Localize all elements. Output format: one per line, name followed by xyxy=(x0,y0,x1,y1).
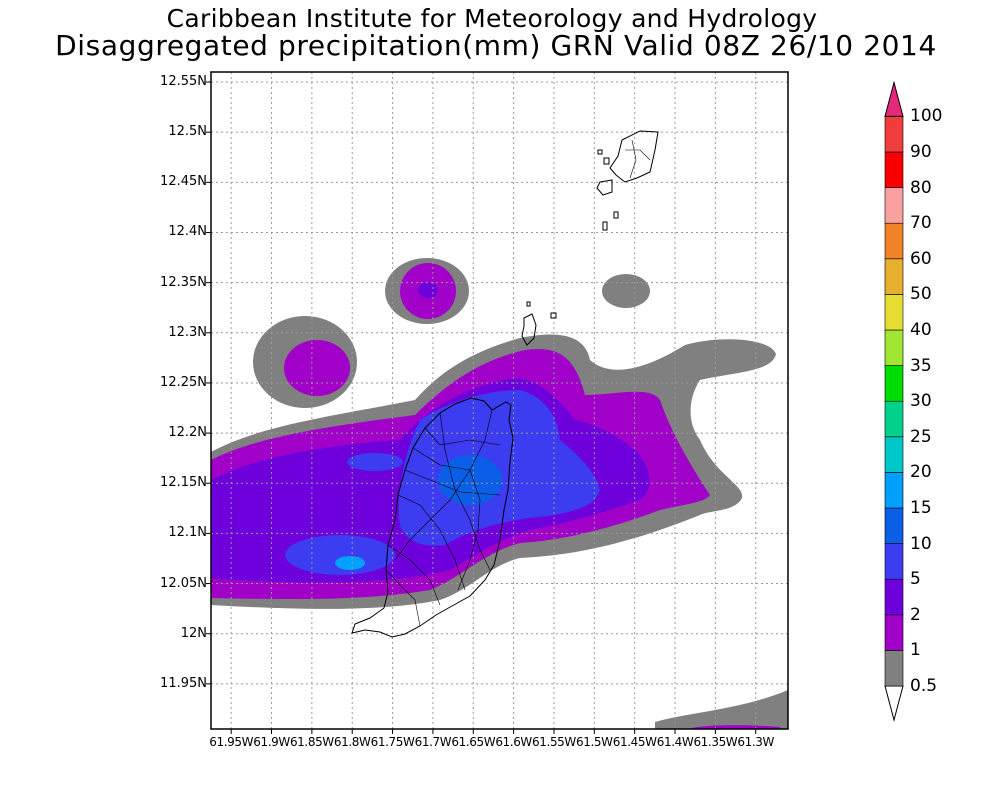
colorbar-swatch xyxy=(884,258,904,295)
plot-frame xyxy=(210,71,789,730)
precip-15mm-band xyxy=(335,556,365,570)
colorbar-swatch xyxy=(884,507,904,544)
lat-tick-label: 12.05N xyxy=(160,575,207,591)
lon-tick-label: 61.7W xyxy=(414,735,452,749)
lon-tick-label: 61.5W xyxy=(576,735,613,749)
colorbar-label: 90 xyxy=(910,142,932,162)
lat-tick-label: 12.1N xyxy=(168,525,207,541)
colorbar-swatch xyxy=(884,187,904,224)
lon-tick-label: 61.95W xyxy=(209,735,254,749)
colorbar xyxy=(884,80,904,722)
lon-tick-label: 61.45W xyxy=(612,735,657,749)
lon-tick-label: 61.65W xyxy=(451,735,496,749)
colorbar-label: 5 xyxy=(910,569,921,590)
lon-tick-label: 61.4W xyxy=(656,735,694,749)
colorbar-label: 20 xyxy=(910,462,932,483)
lat-tick-label: 12N xyxy=(180,625,207,641)
coastline xyxy=(351,130,659,638)
colorbar-swatch xyxy=(884,151,904,188)
colorbar-label: 50 xyxy=(910,284,932,305)
lat-tick-label: 12.35N xyxy=(160,274,207,290)
precip-5mm-band xyxy=(285,390,600,575)
lat-tick-label: 12.25N xyxy=(160,374,207,390)
lon-tick-label: 61.6W xyxy=(495,735,532,749)
colorbar-label: 70 xyxy=(910,213,932,234)
colorbar-swatch xyxy=(884,614,904,651)
colorbar-swatch xyxy=(884,294,904,331)
colorbar-swatch xyxy=(884,472,904,509)
lat-tick-label: 12.5N xyxy=(168,124,207,140)
colorbar-label: 30 xyxy=(910,391,932,412)
lon-tick-label: 61.8W xyxy=(333,735,371,749)
lon-tick-label: 61.85W xyxy=(289,735,334,749)
lat-tick-label: 12.45N xyxy=(160,174,207,190)
colorbar-swatch xyxy=(884,543,904,580)
colorbar-swatch xyxy=(884,116,904,153)
precip-10mm-band xyxy=(438,455,502,505)
colorbar-label: 15 xyxy=(910,498,932,518)
colorbar-swatch xyxy=(884,329,904,366)
colorbar-label: 60 xyxy=(910,248,932,269)
precip-field xyxy=(211,258,788,729)
colorbar-label: 1 xyxy=(910,640,921,661)
colorbar-label: 25 xyxy=(910,426,932,447)
colorbar-label: 0.5 xyxy=(910,676,938,696)
lat-tick-label: 11.95N xyxy=(160,675,207,691)
colorbar-swatch xyxy=(884,436,904,473)
colorbar-upper-extension xyxy=(884,80,904,117)
lon-tick-label: 61.55W xyxy=(532,735,576,749)
lat-tick-label: 12.55N xyxy=(160,74,207,90)
lon-tick-label: 61.35W xyxy=(693,735,738,749)
lon-tick-label: 61.3W xyxy=(737,735,775,749)
lat-tick-label: 12.3N xyxy=(168,324,207,340)
axis-ticks xyxy=(206,81,757,734)
colorbar-swatch xyxy=(884,400,904,438)
colorbar-label: 40 xyxy=(910,320,932,340)
colorbar-swatch xyxy=(884,365,904,402)
colorbar-label: 35 xyxy=(910,355,932,376)
colorbar-label: 10 xyxy=(910,533,932,554)
colorbar-label: 2 xyxy=(910,604,921,625)
chart-title: Caribbean Institute for Meteorology and … xyxy=(166,4,818,33)
colorbar-swatch xyxy=(884,650,904,687)
colorbar-lower-extension xyxy=(884,685,904,722)
lon-tick-label: 61.75W xyxy=(370,735,415,749)
colorbar-swatch xyxy=(884,578,904,616)
lon-tick-label: 61.9W xyxy=(253,735,290,749)
lat-tick-label: 12.15N xyxy=(160,475,207,491)
lat-tick-label: 12.4N xyxy=(168,224,207,240)
colorbar-label: 100 xyxy=(910,106,943,127)
colorbar-label: 80 xyxy=(910,177,932,198)
map-gridlines xyxy=(211,72,788,729)
chart-subtitle: Disaggregated precipitation(mm) GRN Vali… xyxy=(55,29,937,62)
lat-tick-label: 12.2N xyxy=(168,425,207,441)
colorbar-swatch xyxy=(884,222,904,260)
